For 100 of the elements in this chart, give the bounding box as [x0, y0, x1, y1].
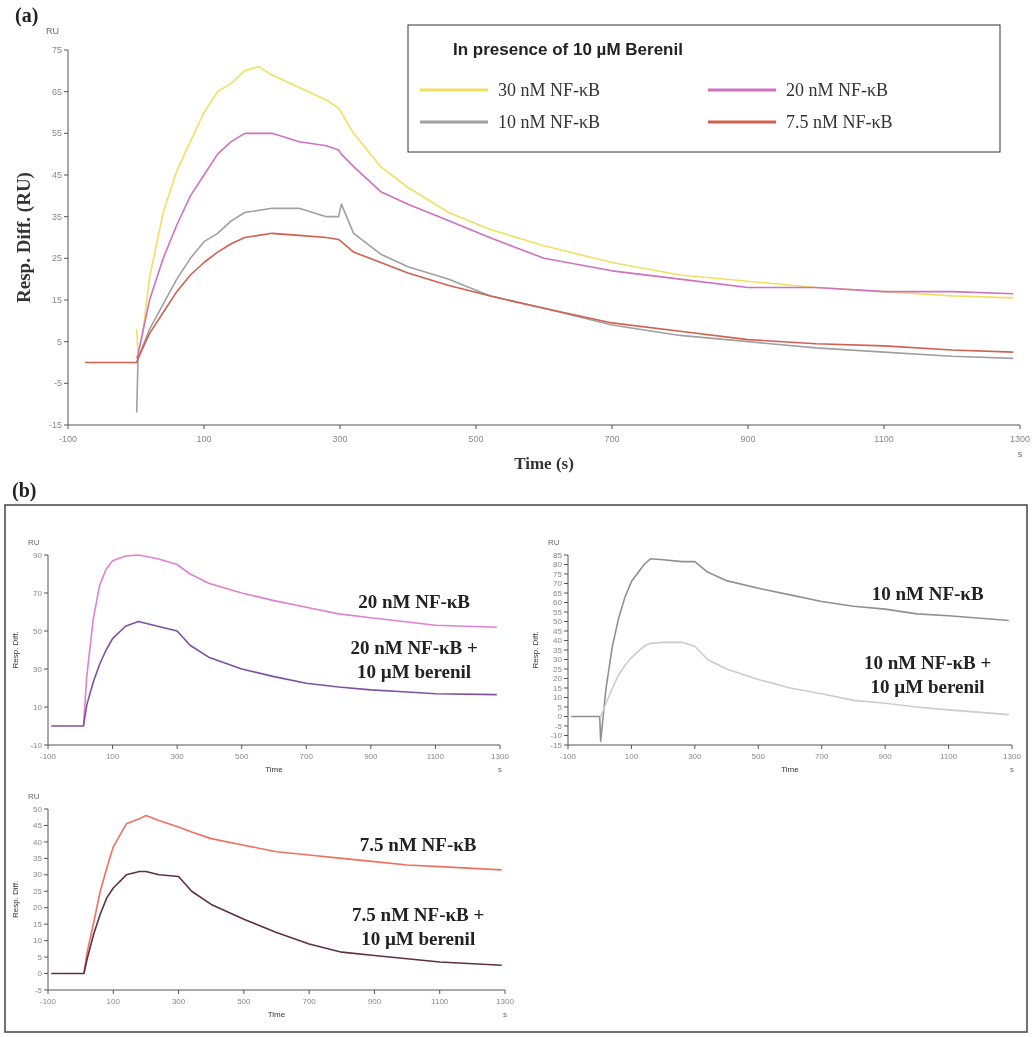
series-label: 20 nM NF-κB	[358, 590, 471, 612]
text: RU	[46, 26, 59, 36]
x-tick-label: 900	[740, 434, 756, 444]
y-tick-label: 40	[33, 837, 43, 847]
x-tick-label: 900	[878, 752, 893, 761]
x-tick-label: 1100	[431, 997, 449, 1006]
y-tick-label: 50	[33, 804, 43, 814]
y-tick-label: 35	[51, 211, 62, 222]
series-label: 7.5 nM NF-κB	[359, 833, 477, 855]
y-tick-label: 45	[33, 821, 43, 831]
series-label: 7.5 nM NF-κB + 10 µM berenil	[352, 903, 485, 949]
x-tick-label: 700	[604, 434, 620, 444]
x-tick-label: -100	[58, 434, 78, 444]
y-tick-label: 50	[33, 626, 43, 636]
x-axis-title: Time	[265, 765, 284, 774]
chart-title: (b)	[12, 479, 37, 502]
x-tick-label: 500	[468, 434, 484, 444]
y-tick-label: 75	[51, 45, 62, 55]
y-tick-label: 70	[553, 579, 563, 589]
line-series	[135, 132, 1014, 360]
y-tick-label: -5	[34, 985, 43, 995]
y-tick-label: 30	[553, 655, 563, 665]
y-tick-label: 25	[33, 886, 43, 896]
line-series	[599, 641, 1010, 718]
y-tick-label: -10	[30, 740, 43, 750]
line-series	[570, 558, 1010, 742]
legend-label: 30 nM NF-κB	[498, 80, 601, 100]
y-axis-title: Resp. Diff.	[531, 631, 540, 669]
x-tick-label: 1300	[1003, 752, 1022, 761]
line-series	[135, 203, 1014, 414]
x-tick-label: -100	[39, 997, 57, 1006]
y-tick-label: 10	[553, 693, 563, 703]
text: s	[503, 1010, 507, 1019]
y-tick-label: 45	[51, 170, 62, 180]
x-tick-label: 500	[237, 997, 252, 1006]
x-tick-label: 1300	[491, 752, 510, 761]
x-tick-label: 1100	[426, 752, 445, 761]
x-axis-title: Time (s)	[514, 454, 574, 473]
y-tick-label: 10	[33, 702, 43, 712]
x-tick-label: 300	[332, 434, 348, 444]
y-tick-label: 0	[37, 969, 43, 979]
x-tick-label: 900	[364, 752, 379, 761]
y-tick-label: 70	[33, 588, 43, 598]
x-tick-label: 700	[302, 997, 317, 1006]
x-tick-label: 100	[105, 752, 120, 761]
x-tick-label: 500	[235, 752, 249, 761]
y-tick-label: 30	[33, 870, 43, 880]
x-tick-label: 100	[196, 434, 212, 444]
y-tick-label: -10	[550, 731, 563, 741]
y-tick-label: 5	[56, 336, 62, 347]
y-tick-label: 25	[553, 664, 563, 674]
y-axis-title: Resp. Diff. (RU)	[13, 172, 35, 303]
y-tick-label: 0	[557, 712, 563, 722]
series-label: 10 nM NF-κB + 10 µM berenil	[863, 652, 992, 697]
text: s	[1017, 449, 1023, 459]
y-tick-label: 65	[553, 588, 563, 598]
y-axis-title: Resp. Diff.	[11, 880, 20, 919]
y-tick-label: 5	[557, 702, 563, 712]
y-tick-label: 10	[33, 936, 43, 946]
legend-label: 7.5 nM NF-κB	[786, 112, 893, 132]
x-tick-label: 1300	[1009, 434, 1031, 444]
line-series	[84, 232, 1014, 364]
y-tick-label: -15	[550, 740, 563, 750]
y-tick-label: 60	[553, 598, 563, 608]
x-tick-label: 1100	[874, 434, 894, 444]
y-tick-label: 45	[553, 626, 563, 636]
text: s	[498, 765, 502, 774]
y-tick-label: 80	[553, 560, 563, 570]
legend-title: In presence of 10 µM Berenil	[453, 40, 683, 59]
y-tick-label: 5	[37, 952, 43, 962]
y-tick-label: 30	[33, 664, 43, 674]
y-tick-label: -5	[53, 378, 62, 389]
y-tick-label: 75	[553, 569, 563, 579]
x-tick-label: 300	[171, 997, 186, 1006]
x-tick-label: -100	[559, 752, 577, 761]
y-tick-label: 55	[553, 607, 563, 617]
line-series	[50, 620, 498, 727]
y-tick-label: 65	[51, 86, 62, 97]
y-tick-label: 15	[553, 683, 563, 693]
x-tick-label: -100	[39, 752, 57, 761]
x-tick-label: 1100	[939, 752, 958, 761]
legend-label: 20 nM NF-κB	[786, 80, 889, 100]
y-tick-label: 90	[33, 550, 43, 560]
y-tick-label: 55	[51, 128, 62, 139]
x-tick-label: 1300	[496, 997, 515, 1006]
text: RU	[28, 538, 40, 547]
x-tick-label: 900	[367, 997, 382, 1006]
y-tick-label: 25	[51, 253, 62, 264]
line-series	[83, 814, 503, 975]
x-tick-label: 100	[106, 997, 121, 1006]
line-series	[50, 870, 503, 975]
y-tick-label: 50	[553, 617, 563, 627]
x-axis-title: Time	[781, 765, 800, 774]
y-tick-label: 15	[51, 295, 62, 305]
text: s	[1010, 765, 1014, 774]
x-tick-label: 100	[624, 752, 639, 761]
y-tick-label: 35	[553, 645, 563, 655]
line-series	[135, 65, 1014, 355]
y-tick-label: -5	[554, 721, 563, 731]
y-tick-label: -15	[48, 420, 62, 430]
